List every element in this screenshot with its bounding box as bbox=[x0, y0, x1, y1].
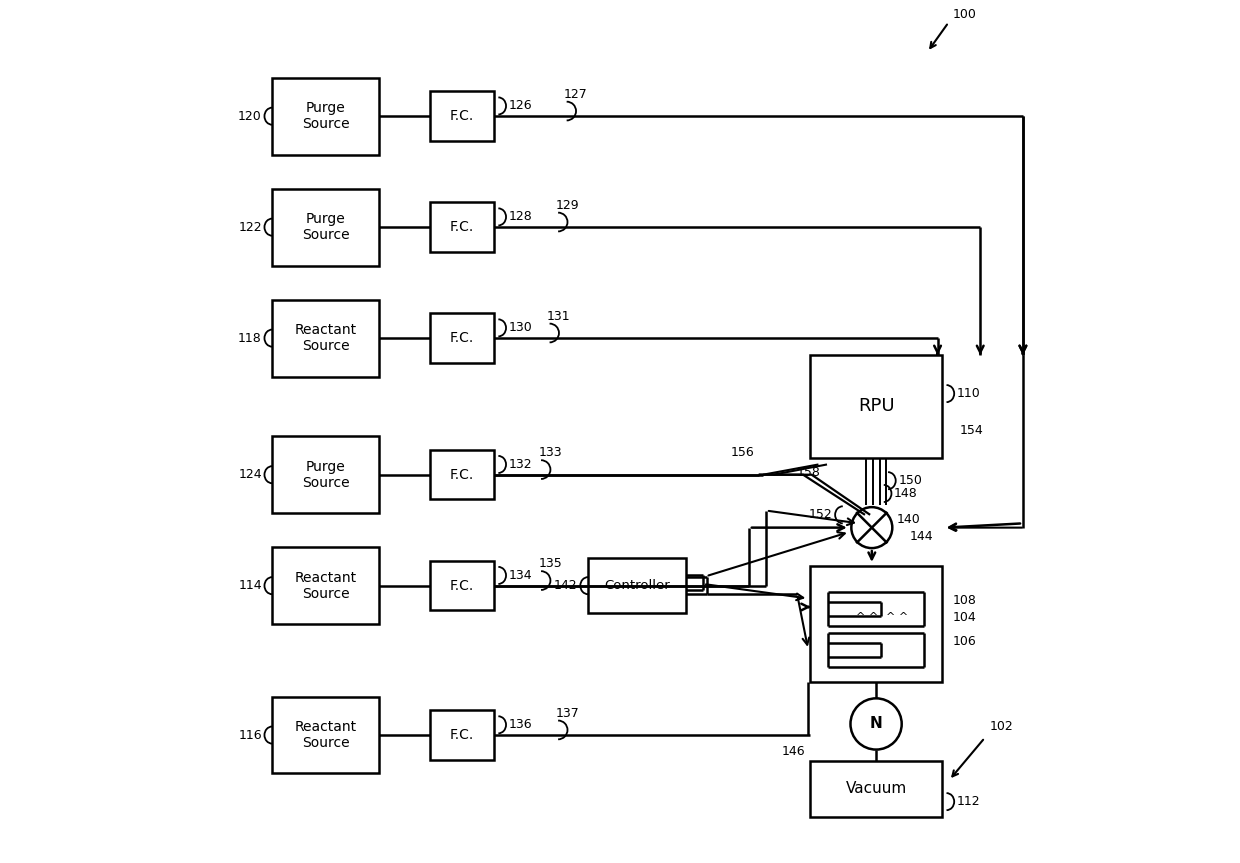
Bar bbox=[272, 547, 379, 624]
Bar bbox=[810, 761, 942, 816]
Text: 156: 156 bbox=[730, 446, 754, 459]
Text: Controller: Controller bbox=[604, 579, 670, 592]
Bar bbox=[810, 566, 942, 682]
Bar bbox=[272, 78, 379, 154]
Text: Purge
Source: Purge Source bbox=[301, 460, 350, 490]
Text: 150: 150 bbox=[898, 474, 923, 488]
Text: 102: 102 bbox=[990, 721, 1013, 734]
Bar bbox=[430, 91, 494, 141]
Text: Reactant
Source: Reactant Source bbox=[294, 720, 357, 750]
Bar bbox=[272, 437, 379, 513]
Text: F.C.: F.C. bbox=[450, 220, 474, 234]
Bar bbox=[272, 696, 379, 773]
Bar bbox=[430, 710, 494, 759]
Bar bbox=[430, 203, 494, 252]
Text: ^ ^: ^ ^ bbox=[887, 612, 909, 622]
Text: 104: 104 bbox=[952, 611, 976, 624]
Bar bbox=[810, 356, 942, 457]
Text: Purge
Source: Purge Source bbox=[301, 101, 350, 131]
Bar bbox=[588, 558, 686, 614]
Text: 154: 154 bbox=[960, 424, 983, 437]
Bar bbox=[272, 299, 379, 376]
Text: N: N bbox=[869, 716, 883, 732]
Text: 106: 106 bbox=[952, 634, 976, 647]
Text: F.C.: F.C. bbox=[450, 579, 474, 593]
Text: 136: 136 bbox=[508, 718, 532, 731]
Text: 127: 127 bbox=[564, 88, 588, 101]
Text: 134: 134 bbox=[508, 569, 532, 582]
Text: 124: 124 bbox=[238, 469, 262, 482]
Text: 128: 128 bbox=[508, 211, 532, 224]
Text: 110: 110 bbox=[957, 387, 981, 400]
Text: 116: 116 bbox=[238, 728, 262, 741]
Text: 132: 132 bbox=[508, 458, 532, 471]
Text: 130: 130 bbox=[508, 321, 532, 334]
Text: 108: 108 bbox=[952, 594, 976, 607]
Text: F.C.: F.C. bbox=[450, 468, 474, 482]
Text: 135: 135 bbox=[538, 557, 562, 570]
Text: 137: 137 bbox=[556, 707, 579, 720]
Text: 148: 148 bbox=[894, 487, 918, 500]
Text: F.C.: F.C. bbox=[450, 728, 474, 742]
Text: Purge
Source: Purge Source bbox=[301, 212, 350, 243]
Text: 146: 146 bbox=[782, 746, 806, 759]
Text: 131: 131 bbox=[547, 310, 570, 323]
Text: 114: 114 bbox=[238, 579, 262, 592]
Text: RPU: RPU bbox=[858, 397, 894, 415]
Bar bbox=[430, 450, 494, 500]
Text: Vacuum: Vacuum bbox=[846, 781, 906, 797]
Text: 122: 122 bbox=[238, 221, 262, 234]
Text: 112: 112 bbox=[957, 795, 981, 808]
Text: 120: 120 bbox=[238, 110, 262, 123]
Text: 140: 140 bbox=[897, 513, 920, 526]
Text: 158: 158 bbox=[797, 466, 821, 479]
Text: 129: 129 bbox=[556, 198, 579, 211]
Text: 144: 144 bbox=[909, 530, 932, 543]
Text: Reactant
Source: Reactant Source bbox=[294, 323, 357, 353]
Bar bbox=[430, 313, 494, 362]
Text: 118: 118 bbox=[238, 331, 262, 344]
Text: 100: 100 bbox=[952, 8, 977, 21]
Text: F.C.: F.C. bbox=[450, 331, 474, 345]
Text: 126: 126 bbox=[508, 99, 532, 112]
Text: 142: 142 bbox=[554, 579, 578, 592]
Text: ^ ^: ^ ^ bbox=[857, 612, 879, 622]
Text: 152: 152 bbox=[808, 508, 832, 521]
Bar bbox=[430, 561, 494, 610]
Bar bbox=[272, 189, 379, 266]
Text: 133: 133 bbox=[538, 446, 562, 459]
Text: F.C.: F.C. bbox=[450, 110, 474, 123]
Text: Reactant
Source: Reactant Source bbox=[294, 570, 357, 601]
